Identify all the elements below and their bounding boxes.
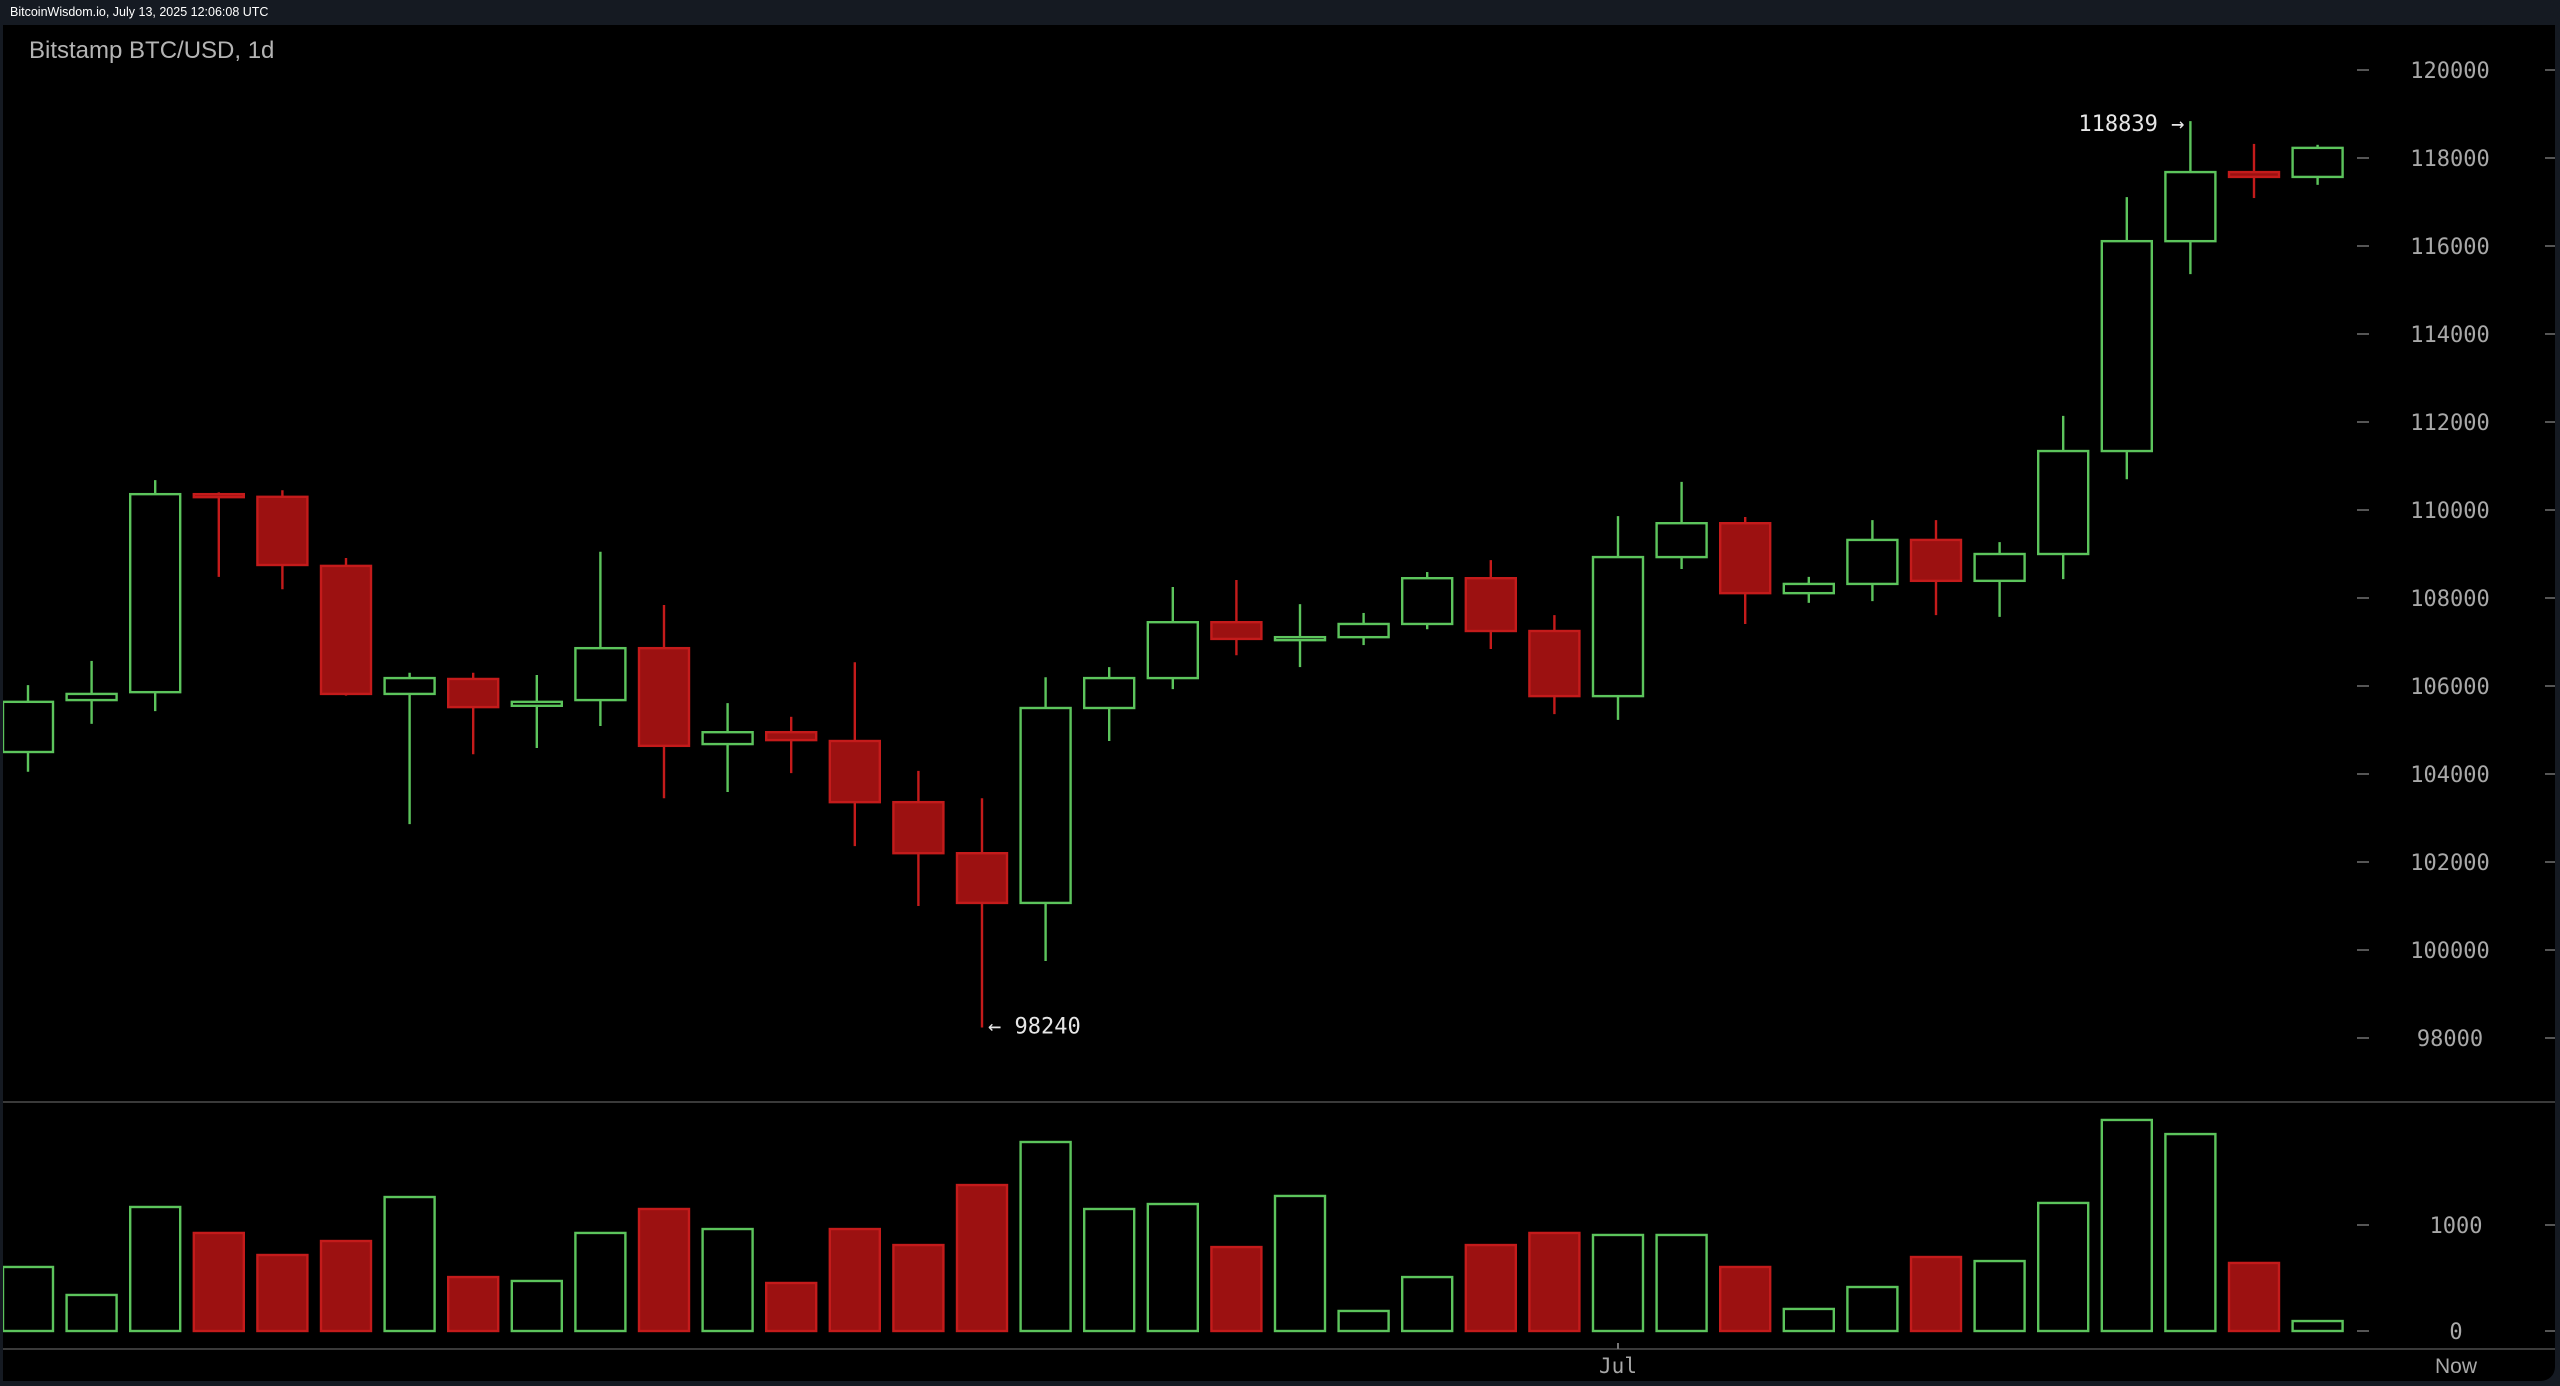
volume-bar-down[interactable] bbox=[892, 1243, 945, 1333]
candle-body-up[interactable] bbox=[1782, 582, 1836, 595]
candle-body-up[interactable] bbox=[65, 692, 118, 702]
price-tick-label: 104000 bbox=[2410, 763, 2489, 788]
x-label-jul: Jul bbox=[1599, 1354, 1637, 1378]
candle-body-down[interactable] bbox=[955, 852, 1009, 905]
price-tick-label: 116000 bbox=[2410, 235, 2489, 260]
candle-body-down[interactable] bbox=[1528, 629, 1581, 698]
top-bar: BitcoinWisdom.io, July 13, 2025 12:06:08… bbox=[0, 0, 2560, 24]
candle-body-down[interactable] bbox=[765, 731, 818, 742]
volume-bar-up[interactable] bbox=[1146, 1202, 1200, 1333]
high-price-annotation: 118839 → bbox=[2078, 112, 2184, 137]
price-tick-label: 114000 bbox=[2410, 323, 2489, 348]
volume-bar-down[interactable] bbox=[1718, 1265, 1772, 1333]
volume-bar-up[interactable] bbox=[1846, 1285, 1899, 1333]
candle-body-down[interactable] bbox=[319, 564, 373, 696]
volume-bar-up[interactable] bbox=[701, 1227, 754, 1333]
candle-body-up[interactable] bbox=[510, 700, 563, 708]
candle-body-up[interactable] bbox=[128, 492, 182, 694]
volume-bar-up[interactable] bbox=[383, 1195, 436, 1333]
price-tick-label: 98000 bbox=[2417, 1027, 2483, 1052]
volume-bar-up[interactable] bbox=[1782, 1307, 1836, 1333]
volume-bar-down[interactable] bbox=[1464, 1243, 1518, 1333]
low-price-annotation: ← 98240 bbox=[988, 1014, 1081, 1039]
candlestick-chart[interactable]: 120000 118000 116000 114000 112000 110000 1080… bbox=[3, 25, 2555, 1381]
volume-bar-down[interactable] bbox=[1210, 1245, 1263, 1333]
source-caption: BitcoinWisdom.io, July 13, 2025 12:06:08… bbox=[10, 5, 269, 19]
chart-title: Bitstamp BTC/USD, 1d bbox=[29, 37, 275, 64]
volume-bar-down[interactable] bbox=[319, 1239, 373, 1333]
volume-bar-down[interactable] bbox=[192, 1231, 246, 1333]
volume-tick-label: 0 bbox=[2449, 1320, 2462, 1345]
candle-body-up[interactable] bbox=[1655, 522, 1708, 559]
candle-body-down[interactable] bbox=[637, 646, 691, 748]
volume-bar-up[interactable] bbox=[1273, 1194, 1327, 1333]
candle-body-down[interactable] bbox=[2227, 170, 2281, 179]
candle-body-down[interactable] bbox=[1210, 621, 1263, 641]
candle-body-up[interactable] bbox=[3, 700, 55, 754]
candle-body-up[interactable] bbox=[1973, 552, 2026, 583]
candle-body-down[interactable] bbox=[192, 492, 246, 499]
candle-body-up[interactable] bbox=[383, 676, 436, 696]
volume-bar-up[interactable] bbox=[2036, 1201, 2090, 1333]
candle-body-down[interactable] bbox=[892, 800, 945, 855]
candle-body-down[interactable] bbox=[1718, 522, 1772, 595]
volume-bar-down[interactable] bbox=[637, 1207, 691, 1333]
candle-body-down[interactable] bbox=[256, 495, 309, 567]
candle-body-down[interactable] bbox=[1464, 577, 1518, 633]
price-tick-label: 120000 bbox=[2410, 59, 2489, 84]
volume-bar-down[interactable] bbox=[765, 1281, 818, 1333]
chart-panel: 120000 118000 116000 114000 112000 110000 1080… bbox=[3, 25, 2555, 1381]
price-tick-label: 100000 bbox=[2410, 939, 2489, 964]
volume-bar-up[interactable] bbox=[2100, 1118, 2154, 1333]
volume-bar-down[interactable] bbox=[256, 1253, 309, 1333]
candle-body-up[interactable] bbox=[1591, 555, 1645, 698]
candle-body-up[interactable] bbox=[2164, 170, 2217, 243]
candle-body-up[interactable] bbox=[1337, 622, 1390, 639]
price-tick-label: 118000 bbox=[2410, 147, 2489, 172]
candle-body-up[interactable] bbox=[2291, 146, 2344, 179]
volume-bar-up[interactable] bbox=[1591, 1233, 1645, 1333]
volume-bar-up[interactable] bbox=[2164, 1132, 2217, 1333]
volume-bar-up[interactable] bbox=[510, 1279, 563, 1333]
volume-bar-up[interactable] bbox=[2291, 1319, 2344, 1333]
volume-bar-up[interactable] bbox=[65, 1293, 118, 1333]
volume-bar-down[interactable] bbox=[447, 1275, 500, 1333]
volume-bar-up[interactable] bbox=[1973, 1259, 2026, 1333]
candle-body-down[interactable] bbox=[447, 677, 500, 709]
candle-body-up[interactable] bbox=[2036, 449, 2090, 556]
candle-body-up[interactable] bbox=[1273, 635, 1327, 642]
volume-bar-down[interactable] bbox=[828, 1227, 881, 1333]
candle-body-up[interactable] bbox=[1400, 577, 1454, 626]
volume-bar-up[interactable] bbox=[1337, 1309, 1390, 1333]
candle-body-up[interactable] bbox=[1846, 538, 1899, 586]
volume-bar-up[interactable] bbox=[1019, 1140, 1072, 1333]
volume-bar-up[interactable] bbox=[574, 1231, 627, 1333]
volume-bar-down[interactable] bbox=[955, 1183, 1009, 1333]
volume-bar-down[interactable] bbox=[1909, 1255, 1963, 1333]
volume-bar-up[interactable] bbox=[3, 1265, 55, 1333]
volume-bar-up[interactable] bbox=[1655, 1233, 1708, 1333]
candle-body-up[interactable] bbox=[574, 646, 627, 702]
candle-body-up[interactable] bbox=[2100, 239, 2154, 453]
x-label-now: Now bbox=[2435, 1355, 2478, 1378]
volume-bar-down[interactable] bbox=[1528, 1231, 1581, 1333]
candle-body-up[interactable] bbox=[701, 731, 754, 746]
candle-body-up[interactable] bbox=[1019, 706, 1072, 905]
price-tick-label: 108000 bbox=[2410, 587, 2489, 612]
volume-bar-down[interactable] bbox=[2227, 1261, 2281, 1333]
candle-body-up[interactable] bbox=[1146, 621, 1200, 680]
price-tick-label: 110000 bbox=[2410, 499, 2489, 524]
volume-bar-up[interactable] bbox=[128, 1205, 182, 1333]
price-tick-label: 102000 bbox=[2410, 851, 2489, 876]
candle-body-down[interactable] bbox=[1909, 538, 1963, 583]
volume-bar-up[interactable] bbox=[1082, 1207, 1136, 1333]
candle-body-up[interactable] bbox=[1082, 676, 1136, 710]
price-tick-label: 106000 bbox=[2410, 675, 2489, 700]
price-tick-label: 112000 bbox=[2410, 411, 2489, 436]
candle-body-down[interactable] bbox=[828, 739, 881, 804]
volume-tick-label: 1000 bbox=[2430, 1214, 2483, 1239]
volume-bar-up[interactable] bbox=[1400, 1275, 1454, 1333]
